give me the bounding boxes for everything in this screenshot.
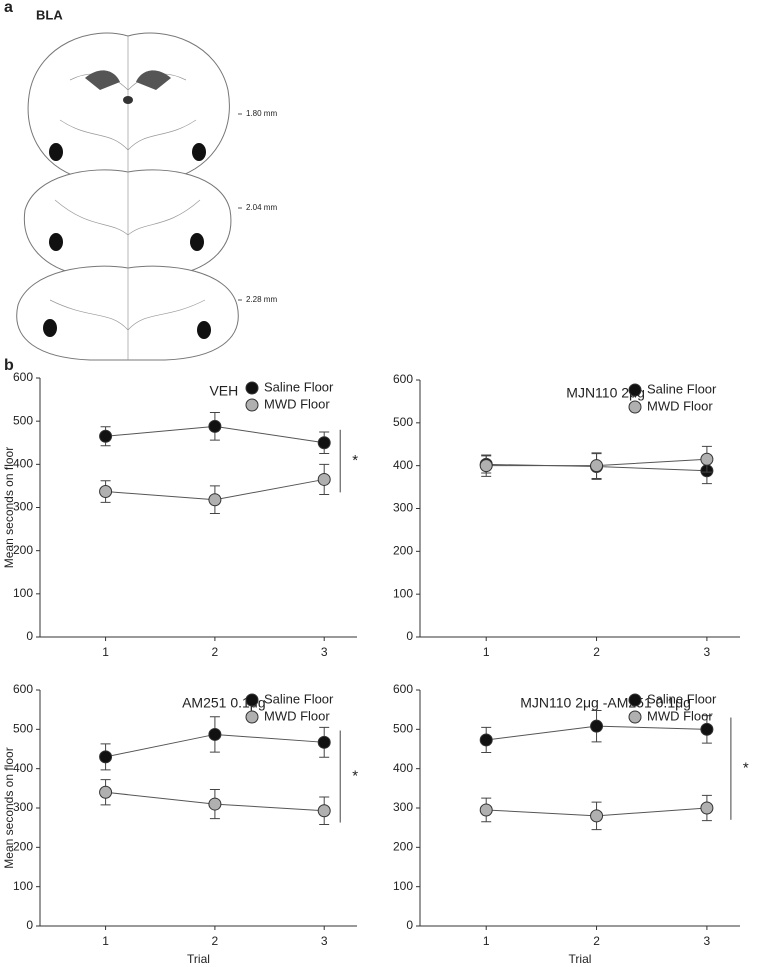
y-tick-label: 300 xyxy=(393,501,413,515)
data-point xyxy=(99,785,113,799)
legend-marker xyxy=(628,710,642,724)
y-axis-label: Mean seconds on floor xyxy=(2,747,16,868)
x-tick-label: 2 xyxy=(593,934,600,948)
y-tick-label: 500 xyxy=(13,413,33,427)
data-point xyxy=(479,733,493,747)
y-tick-label: 400 xyxy=(393,761,413,775)
data-point xyxy=(700,801,714,815)
x-tick-label: 1 xyxy=(483,645,490,659)
data-point xyxy=(479,803,493,817)
y-axis-label: Mean seconds on floor xyxy=(2,447,16,568)
data-point xyxy=(590,459,604,473)
y-tick-label: 0 xyxy=(26,918,33,932)
significance-label: * xyxy=(352,452,358,469)
data-point xyxy=(700,452,714,466)
legend-marker xyxy=(245,398,259,412)
legend-marker xyxy=(245,381,259,395)
legend-label: MWD Floor xyxy=(647,398,713,413)
chart-title: MJN110 2μg -AM251 0.1μg xyxy=(520,695,691,711)
legend-label: MWD Floor xyxy=(264,708,330,723)
y-tick-label: 0 xyxy=(406,918,413,932)
chart-title: MJN110 2μg xyxy=(566,385,645,401)
data-point xyxy=(208,727,222,741)
y-tick-label: 100 xyxy=(393,879,413,893)
panel-label: a xyxy=(4,0,13,16)
y-tick-label: 200 xyxy=(13,840,33,854)
data-point xyxy=(317,804,331,818)
data-point xyxy=(99,485,113,499)
x-tick-label: 1 xyxy=(483,934,490,948)
x-tick-label: 3 xyxy=(704,645,711,659)
y-tick-label: 500 xyxy=(393,415,413,429)
y-tick-label: 200 xyxy=(393,840,413,854)
legend-marker xyxy=(628,693,642,707)
y-tick-label: 400 xyxy=(13,457,33,471)
legend-label: Saline Floor xyxy=(264,379,334,394)
data-point xyxy=(700,722,714,736)
y-tick-label: 300 xyxy=(393,800,413,814)
data-point xyxy=(317,436,331,450)
y-tick-label: 0 xyxy=(406,629,413,643)
y-tick-label: 100 xyxy=(13,586,33,600)
y-tick-label: 600 xyxy=(13,682,33,696)
x-tick-label: 2 xyxy=(212,934,219,948)
x-tick-label: 3 xyxy=(321,645,328,659)
y-tick-label: 0 xyxy=(26,629,33,643)
level-label: 1.80 mm xyxy=(246,109,277,118)
data-point xyxy=(590,809,604,823)
y-tick-label: 500 xyxy=(13,722,33,736)
significance-label: * xyxy=(352,768,358,785)
chart-title: AM251 0.1μg xyxy=(182,695,266,711)
y-tick-label: 600 xyxy=(13,370,33,384)
legend-label: Saline Floor xyxy=(647,691,717,706)
legend-label: MWD Floor xyxy=(264,396,330,411)
y-tick-label: 200 xyxy=(13,543,33,557)
x-tick-label: 2 xyxy=(212,645,219,659)
x-tick-label: 3 xyxy=(321,934,328,948)
data-point xyxy=(208,797,222,811)
level-label: 2.04 mm xyxy=(246,203,277,212)
y-tick-label: 200 xyxy=(393,544,413,558)
region-label: BLA xyxy=(36,7,63,22)
data-point xyxy=(317,472,331,486)
data-point xyxy=(317,735,331,749)
legend-label: MWD Floor xyxy=(647,708,713,723)
legend-marker xyxy=(245,693,259,707)
legend-marker xyxy=(245,710,259,724)
x-axis-label: Trial xyxy=(187,952,210,966)
y-tick-label: 500 xyxy=(393,722,413,736)
y-tick-label: 300 xyxy=(13,500,33,514)
legend-label: Saline Floor xyxy=(264,691,334,706)
x-tick-label: 2 xyxy=(593,645,600,659)
level-label: 2.28 mm xyxy=(246,295,277,304)
significance-label: * xyxy=(743,760,749,777)
data-point xyxy=(99,750,113,764)
data-point xyxy=(99,429,113,443)
y-tick-label: 100 xyxy=(13,879,33,893)
y-tick-label: 400 xyxy=(13,761,33,775)
x-tick-label: 1 xyxy=(102,645,109,659)
data-point xyxy=(208,493,222,507)
x-axis-label: Trial xyxy=(569,952,592,966)
legend-marker xyxy=(628,400,642,414)
x-tick-label: 1 xyxy=(102,934,109,948)
x-tick-label: 3 xyxy=(704,934,711,948)
y-tick-label: 100 xyxy=(393,586,413,600)
y-tick-label: 600 xyxy=(393,372,413,386)
data-point xyxy=(208,419,222,433)
legend-marker xyxy=(628,383,642,397)
y-tick-label: 600 xyxy=(393,682,413,696)
data-point xyxy=(590,719,604,733)
brain-sections xyxy=(16,32,242,361)
legend-label: Saline Floor xyxy=(647,381,717,396)
y-tick-label: 400 xyxy=(393,458,413,472)
chart-title: VEH xyxy=(209,383,238,399)
data-point xyxy=(479,459,493,473)
panel-label: b xyxy=(4,357,14,374)
y-tick-label: 300 xyxy=(13,800,33,814)
